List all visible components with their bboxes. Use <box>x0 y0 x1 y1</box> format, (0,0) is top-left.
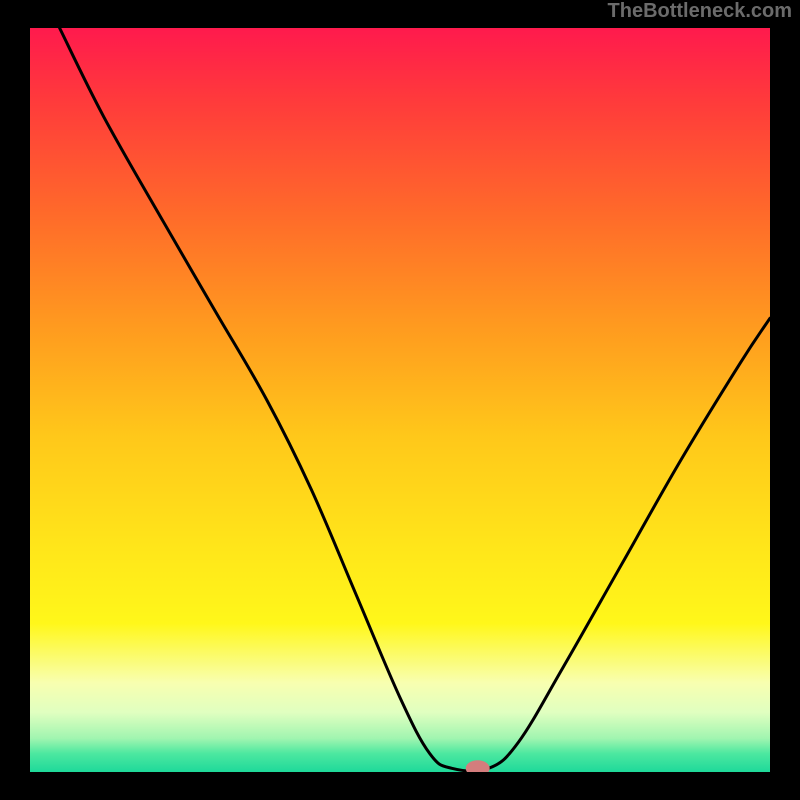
plot-svg <box>30 28 770 772</box>
chart-container: TheBottleneck.com <box>0 0 800 800</box>
gradient-background <box>30 28 770 772</box>
plot-area <box>30 28 770 772</box>
watermark-text: TheBottleneck.com <box>608 0 792 23</box>
